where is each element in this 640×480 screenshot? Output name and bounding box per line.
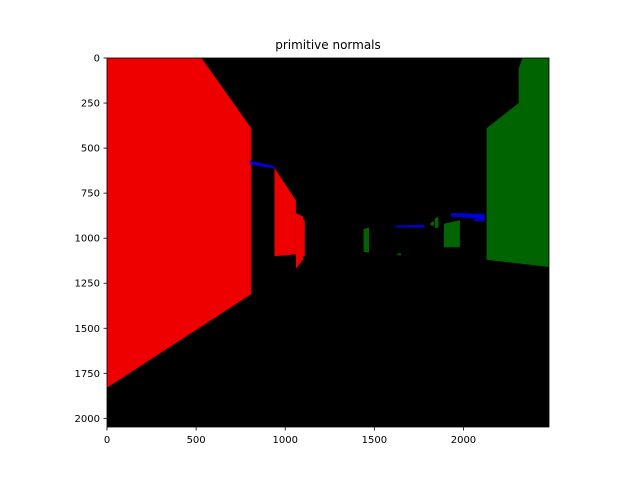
y-tick-label: 500 (81, 144, 100, 155)
y-tick-label: 750 (81, 189, 100, 200)
y-axis: 0 250 500 750 1000 1250 1500 1750 2000 (75, 54, 107, 425)
y-tick-label: 1000 (75, 234, 100, 245)
region-left-wall (107, 58, 252, 388)
region-right-wall-segment-2 (443, 220, 460, 248)
y-tick-label: 2000 (75, 414, 100, 425)
region-ceiling-strip-right (451, 213, 485, 220)
y-tick-label: 1250 (75, 279, 100, 290)
x-tick-label: 1000 (272, 435, 297, 446)
x-tick-label: 0 (104, 435, 110, 446)
image-area (106, 57, 550, 428)
axes-frame (106, 57, 550, 428)
region-ceiling-strip-center (395, 224, 425, 228)
x-axis: 0 500 1000 1500 2000 (104, 427, 476, 446)
x-tick-label: 500 (187, 435, 206, 446)
region-right-wall-segment-3 (434, 216, 439, 229)
y-tick-label: 1750 (75, 369, 100, 380)
y-tick-label: 1500 (75, 324, 100, 335)
y-tick-label: 0 (94, 54, 100, 65)
y-tick-label: 250 (81, 99, 100, 110)
region-ceiling-strip-left (249, 160, 275, 169)
region-right-wall-segment-6 (397, 253, 402, 256)
chart-title: primitive normals (275, 38, 381, 52)
region-left-wall-segment-4 (297, 218, 305, 258)
region-ceiling-strip-right-small (474, 219, 485, 222)
region-left-wall-segment-2 (274, 167, 296, 257)
region-right-wall (486, 58, 549, 267)
image-regions (107, 58, 549, 388)
x-tick-label: 2000 (451, 435, 476, 446)
x-tick-label: 1500 (362, 435, 387, 446)
region-right-wall-segment-4 (430, 221, 434, 226)
region-right-wall-segment-5 (363, 227, 369, 253)
